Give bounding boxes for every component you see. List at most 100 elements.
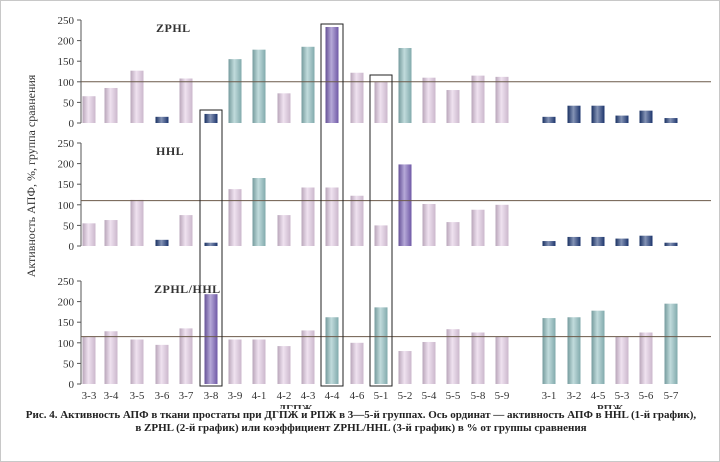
- y-tick-label: 250: [58, 276, 75, 288]
- bar: [471, 332, 485, 384]
- bar: [130, 70, 144, 123]
- bar: [204, 294, 218, 384]
- group-label: ДГПЖ: [279, 403, 313, 409]
- bar: [155, 239, 169, 246]
- bar: [567, 236, 581, 246]
- bar: [495, 336, 509, 384]
- y-tick-label: 150: [58, 179, 75, 191]
- bar: [591, 105, 605, 123]
- bar: [179, 328, 193, 384]
- bar: [155, 116, 169, 123]
- bar: [374, 225, 388, 246]
- bar: [179, 78, 193, 123]
- bar: [277, 346, 291, 384]
- bar: [639, 110, 653, 123]
- x-tick-label: 4-6: [350, 390, 365, 402]
- y-tick-label: 50: [63, 97, 75, 109]
- x-tick-label: 5-1: [374, 390, 389, 402]
- bar: [104, 331, 118, 384]
- y-axis-label: Активность АПФ, %, группа сравнения: [24, 74, 38, 277]
- bar: [104, 220, 118, 246]
- bar: [398, 351, 412, 384]
- bar: [567, 105, 581, 123]
- y-tick-label: 50: [63, 358, 75, 370]
- x-tick-label: 3-6: [155, 390, 170, 402]
- y-tick-label: 0: [69, 118, 75, 130]
- bar: [82, 96, 96, 123]
- panel-title: ZPHL/HHL: [154, 282, 221, 296]
- bar: [155, 344, 169, 384]
- bar: [82, 223, 96, 246]
- y-tick-label: 150: [58, 317, 75, 329]
- highlight-box: [320, 23, 344, 387]
- x-tick-label: 3-5: [130, 390, 145, 402]
- y-tick-label: 250: [58, 15, 75, 27]
- bar: [495, 76, 509, 123]
- highlight-box: [199, 109, 223, 387]
- bar: [130, 339, 144, 384]
- bar: [228, 59, 242, 123]
- x-tick-label: 3-3: [82, 390, 97, 402]
- bar: [615, 115, 629, 123]
- bar: [446, 222, 460, 246]
- x-tick-label: 4-3: [301, 390, 316, 402]
- y-tick-label: 250: [58, 138, 75, 150]
- bar: [252, 49, 266, 123]
- y-tick-label: 150: [58, 56, 75, 68]
- bar: [446, 329, 460, 384]
- bar: [471, 75, 485, 123]
- figure-caption: Рис. 4. Активность АПФ в ткани простаты …: [1, 409, 720, 435]
- bar: [301, 330, 315, 384]
- bar: [664, 118, 678, 123]
- x-tick-label: 5-2: [398, 390, 413, 402]
- x-tick-label: 4-1: [252, 390, 267, 402]
- bar: [495, 204, 509, 246]
- bar: [567, 317, 581, 384]
- x-tick-label: 3-8: [204, 390, 219, 402]
- bar: [252, 178, 266, 246]
- bar: [228, 189, 242, 246]
- bar: [325, 187, 339, 246]
- y-tick-label: 100: [58, 77, 75, 89]
- x-tick-label: 5-3: [615, 390, 630, 402]
- x-tick-label: 5-5: [446, 390, 461, 402]
- bar: [542, 116, 556, 123]
- x-tick-label: 5-8: [471, 390, 486, 402]
- bar: [325, 317, 339, 384]
- y-tick-label: 0: [69, 379, 75, 391]
- bar: [398, 164, 412, 246]
- bar: [350, 195, 364, 246]
- x-tick-label: 3-7: [179, 390, 194, 402]
- x-tick-label: 5-9: [495, 390, 510, 402]
- chart: 0 50 100 150 200 250 ZPHL 0 50 100 150 200 250 HHL 0 50…: [24, 15, 711, 409]
- bar: [664, 303, 678, 384]
- bar: [374, 81, 388, 123]
- bar: [639, 235, 653, 246]
- bar: [374, 307, 388, 384]
- group-label: РПЖ: [597, 403, 623, 409]
- bar: [301, 187, 315, 246]
- x-tick-label: 3-4: [104, 390, 119, 402]
- y-tick-label: 50: [63, 220, 75, 232]
- bar: [350, 72, 364, 123]
- x-tick-label: 5-7: [664, 390, 679, 402]
- bar: [615, 238, 629, 246]
- bar: [542, 318, 556, 384]
- y-tick-label: 100: [58, 200, 75, 212]
- bar: [130, 199, 144, 246]
- x-tick-label: 4-5: [591, 390, 606, 402]
- bar: [664, 242, 678, 246]
- bar: [204, 113, 218, 123]
- x-tick-label: 3-2: [567, 390, 582, 402]
- x-tick-label: 5-6: [639, 390, 654, 402]
- x-tick-label: 3-1: [542, 390, 557, 402]
- x-tick-label: 5-4: [422, 390, 437, 402]
- y-tick-label: 100: [58, 338, 75, 350]
- bar: [277, 215, 291, 246]
- bar: [422, 77, 436, 123]
- caption-line-1: Рис. 4. Активность АПФ в ткани простаты …: [25, 409, 697, 421]
- bar: [252, 339, 266, 384]
- x-tick-label: 4-2: [277, 390, 292, 402]
- bar: [179, 215, 193, 246]
